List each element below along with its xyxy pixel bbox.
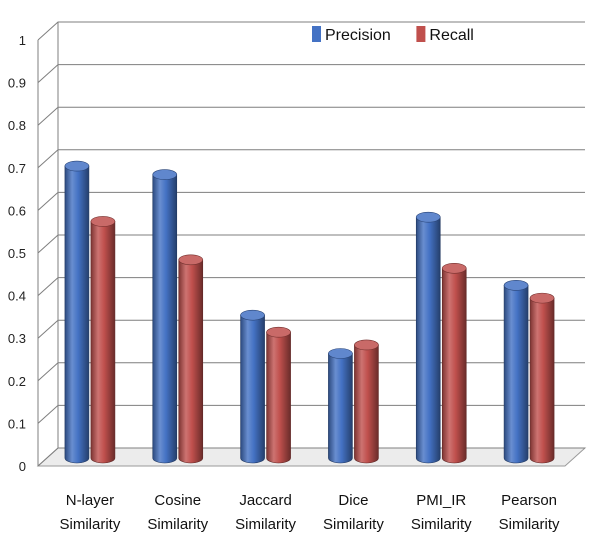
y-tick-label: 0.6	[8, 203, 26, 218]
bar-precision	[64, 165, 90, 464]
x-tick-label: Pearson	[501, 492, 557, 509]
bar-recall	[529, 297, 555, 464]
y-tick-label: 0.7	[8, 161, 26, 176]
x-tick-label: Similarity	[147, 516, 208, 533]
x-tick-label: Cosine	[154, 492, 201, 509]
legend-swatch-recall	[416, 26, 426, 42]
bar-precision	[152, 174, 178, 464]
y-tick-label: 0.4	[8, 289, 26, 304]
legend-label-recall: Recall	[429, 27, 473, 44]
x-tick-label: N-layer	[66, 492, 114, 509]
y-tick-label: 0.3	[8, 331, 26, 346]
x-tick-label: Similarity	[235, 516, 296, 533]
bar-recall	[90, 221, 116, 464]
plot-back-wall	[38, 22, 585, 466]
y-tick-label: 0.8	[8, 118, 26, 133]
x-tick-label: Similarity	[411, 516, 472, 533]
bar-precision	[415, 216, 441, 464]
x-tick-label: Similarity	[323, 516, 384, 533]
bar-top-recall	[178, 254, 204, 266]
y-tick-label: 0.5	[8, 246, 26, 261]
bar-top-recall	[529, 292, 555, 304]
bar-top-recall	[441, 262, 467, 274]
bar-recall	[441, 268, 467, 464]
bar-top-precision	[152, 169, 178, 180]
bar-top-precision	[240, 309, 265, 321]
legend-label-precision: Precision	[325, 27, 391, 44]
y-tick-label: 0.1	[8, 416, 26, 431]
bar-top-precision	[415, 211, 441, 223]
bar-precision	[503, 285, 529, 464]
bar-precision	[240, 314, 265, 464]
x-tick-label: PMI_IR	[416, 492, 466, 509]
x-tick-label: Dice	[338, 492, 368, 509]
x-tick-label: Similarity	[499, 516, 560, 533]
bar-top-precision	[64, 160, 90, 172]
y-tick-label: 0.2	[8, 374, 26, 389]
legend-swatch-precision	[312, 26, 321, 42]
y-tick-label: 1	[19, 33, 26, 48]
bar-recall	[178, 259, 204, 464]
bar-precision	[328, 353, 353, 464]
bar-top-recall	[266, 326, 291, 338]
bar-recall	[354, 344, 379, 464]
x-tick-label: Jaccard	[239, 492, 292, 509]
plot-floor	[36, 447, 587, 467]
y-tick-label: 0.9	[8, 76, 26, 91]
bar-top-precision	[328, 348, 353, 359]
bar-top-recall	[354, 339, 379, 351]
y-tick-label: 0	[19, 459, 26, 474]
bar-recall	[266, 331, 291, 464]
bar-top-precision	[503, 280, 529, 291]
bar-top-recall	[90, 216, 116, 227]
x-tick-label: Similarity	[59, 516, 120, 533]
